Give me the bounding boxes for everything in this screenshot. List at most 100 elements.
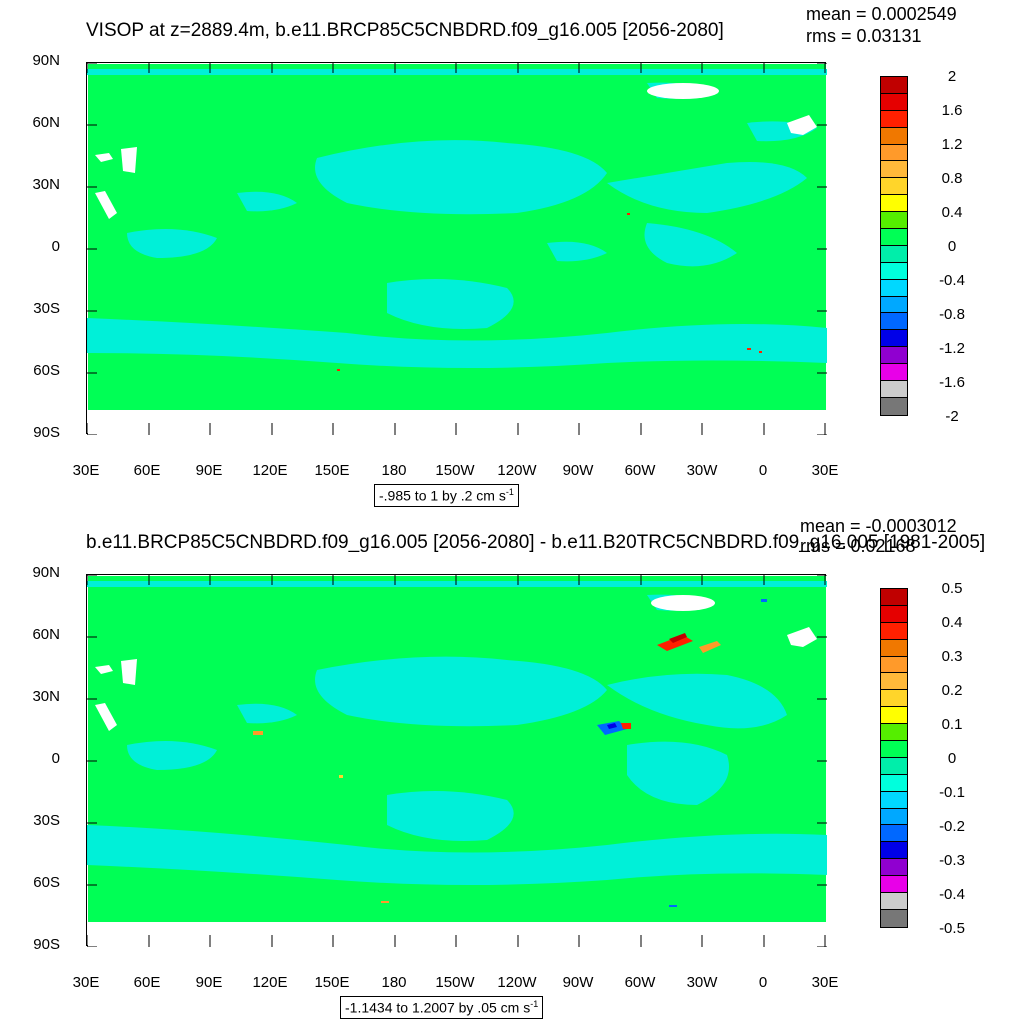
colorbar-swatch [881, 808, 907, 826]
x-tick: 30E [811, 462, 839, 479]
units-superscript: -1 [530, 999, 539, 1009]
colorbar-swatch [881, 397, 907, 415]
colorbar-swatch [881, 364, 907, 382]
units-superscript: -1 [505, 487, 514, 497]
colorbar-label: 0.4 [941, 204, 963, 221]
colorbar-label: -0.2 [939, 818, 965, 835]
colorbar-swatch [881, 605, 907, 623]
colorbar-swatch [881, 757, 907, 775]
colorbar-label: -0.4 [939, 886, 965, 903]
colorbar-swatch [881, 876, 907, 894]
contour-range-text: -1.1434 to 1.2007 by .05 cm s [345, 999, 531, 1016]
y-tick: 60N [32, 114, 60, 131]
y-tick: 90N [32, 564, 60, 581]
colorbar-swatch [881, 161, 907, 179]
colorbar-swatch [881, 589, 907, 606]
y-tick: 30N [32, 176, 60, 193]
colorbar-label: 2 [947, 68, 957, 85]
colorbar-swatch [881, 774, 907, 792]
colorbar-label: 0.4 [941, 614, 963, 631]
x-tick: 90W [562, 462, 594, 479]
colorbar-swatch [881, 909, 907, 927]
colorbar-swatch [881, 656, 907, 674]
colorbar-swatch [881, 127, 907, 145]
x-tick: 120E [252, 462, 288, 479]
ocean-field [87, 575, 827, 947]
colorbar-label: -0.1 [939, 784, 965, 801]
y-tick: 60S [33, 874, 60, 891]
rms-label: rms = 0.03131 [806, 26, 922, 46]
x-tick: 0 [758, 462, 768, 479]
x-tick: 90E [195, 974, 223, 991]
x-tick: 150E [314, 462, 350, 479]
map-plot [86, 574, 827, 947]
plot-title: VISOP at z=2889.4m, b.e11.BRCP85C5CNBDRD… [86, 20, 724, 41]
colorbar-swatch [881, 381, 907, 398]
x-tick: 30W [686, 462, 718, 479]
colorbar-swatch [881, 212, 907, 230]
colorbar-swatch [881, 313, 907, 331]
colorbar-swatch [881, 245, 907, 263]
mean-label: mean = -0.0003012 [800, 516, 957, 536]
colorbar-swatch [881, 110, 907, 128]
colorbar-swatch [881, 622, 907, 640]
mean-label: mean = 0.0002549 [806, 4, 957, 24]
x-tick: 90E [195, 462, 223, 479]
x-tick: 180 [381, 462, 407, 479]
panel-top: VISOP at z=2889.4m, b.e11.BRCP85C5CNBDRD… [32, 4, 965, 507]
colorbar [880, 76, 908, 416]
colorbar-label: 0 [947, 750, 957, 767]
tick-marks [87, 575, 827, 947]
ocean-field [87, 63, 827, 435]
x-tick: 150W [435, 974, 475, 991]
colorbar-swatch [881, 707, 907, 725]
colorbar-swatch [881, 296, 907, 314]
colorbar-swatch [881, 229, 907, 246]
x-tick: 30W [686, 974, 718, 991]
contour-range-text: -.985 to 1 by .2 cm s [379, 487, 506, 504]
y-tick: 90N [32, 52, 60, 69]
colorbar-label: 0.1 [941, 716, 963, 733]
colorbar [880, 588, 908, 928]
rms-label: rms = 0.02168 [800, 536, 916, 556]
colorbar-label: 0.8 [941, 170, 963, 187]
panel-bottom: b.e11.BRCP85C5CNBDRD.f09_g16.005 [2056-2… [0, 512, 1024, 1024]
colorbar-label: -1.6 [939, 374, 965, 391]
colorbar-label: 0.3 [941, 648, 963, 665]
y-tick: 60S [33, 362, 60, 379]
x-tick: 120W [497, 974, 537, 991]
colorbar-swatch [881, 279, 907, 297]
colorbar-swatch [881, 639, 907, 657]
colorbar-swatch [881, 741, 907, 758]
x-tick: 60E [133, 974, 161, 991]
colorbar-swatch [881, 859, 907, 877]
colorbar-swatch [881, 842, 907, 860]
colorbar-swatch [881, 330, 907, 348]
y-tick: 30S [33, 300, 60, 317]
y-tick: 0 [51, 750, 60, 767]
colorbar-swatch [881, 825, 907, 843]
colorbar-swatch [881, 178, 907, 196]
colorbar-swatch [881, 93, 907, 111]
colorbar-label: -0.5 [939, 920, 965, 937]
x-tick: 60W [624, 974, 656, 991]
colorbar-swatch [881, 347, 907, 365]
y-tick: 0 [51, 238, 60, 255]
colorbar-label: -0.4 [939, 272, 965, 289]
colorbar-label: 1.2 [941, 136, 963, 153]
y-tick: 60N [32, 626, 60, 643]
colorbar-label: -2 [945, 408, 959, 425]
colorbar-label: -0.3 [939, 852, 965, 869]
y-tick: 30S [33, 812, 60, 829]
colorbar-swatch [881, 262, 907, 280]
x-tick: 30E [72, 462, 100, 479]
y-tick: 90S [33, 424, 60, 441]
colorbar-label: 0 [947, 238, 957, 255]
x-tick: 30E [72, 974, 100, 991]
colorbar-swatch [881, 195, 907, 213]
colorbar-swatch [881, 690, 907, 708]
colorbar-label: -0.8 [939, 306, 965, 323]
x-tick: 90W [562, 974, 594, 991]
contour-range-box: -1.1434 to 1.2007 by .05 cm s-1 [340, 996, 544, 1019]
y-tick: 30N [32, 688, 60, 705]
